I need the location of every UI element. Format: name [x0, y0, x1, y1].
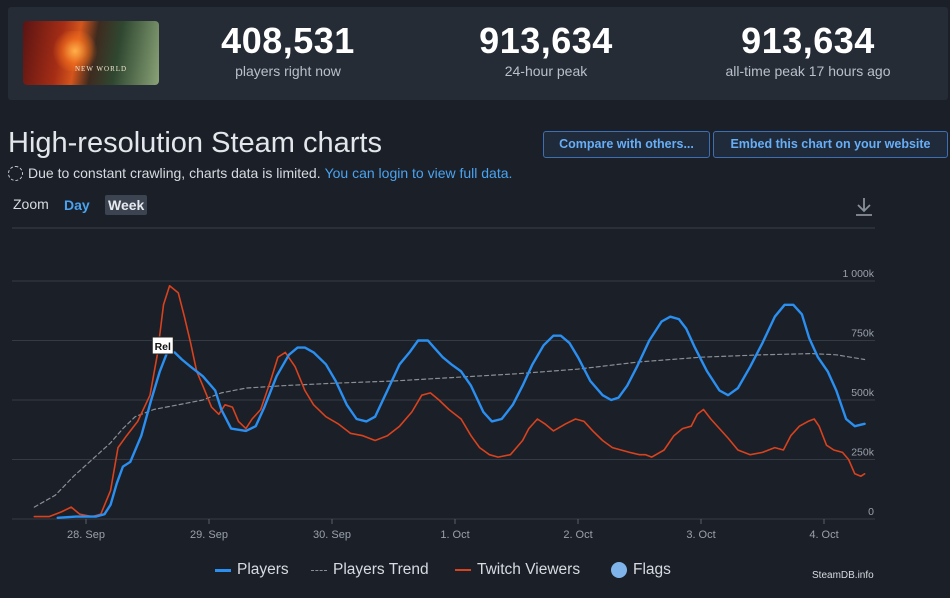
x-tick-label: 28. Sep: [67, 529, 105, 541]
zoom-week-button[interactable]: Week: [105, 195, 148, 215]
stat-label: all-time peak 17 hours ago: [725, 63, 891, 79]
legend-line-icon: [455, 569, 471, 571]
x-axis-ticks: 28. Sep 29. Sep 30. Sep 1. Oct 2. Oct 3. Oct 4…: [67, 519, 839, 541]
twitch-viewers-line: [33, 285, 866, 518]
notice-text: Due to constant crawling, charts data is…: [28, 165, 321, 181]
legend-label: Twitch Viewers: [477, 561, 581, 578]
y-tick-label: 750k: [851, 328, 875, 340]
y-tick-label: 250k: [851, 447, 875, 459]
stat-all-time-peak: 913,634 all-time peak 17 hours ago: [708, 20, 908, 80]
y-tick-label: 0: [868, 506, 874, 518]
legend-twitch-viewers[interactable]: Twitch Viewers: [455, 561, 580, 579]
stat-value: 408,531: [221, 20, 355, 61]
stats-bar: NEW WORLD 408,531 players right now 913,…: [8, 7, 948, 100]
players-trend-line: [33, 353, 866, 508]
legend-label: Players: [237, 561, 289, 578]
legend-label: Players Trend: [333, 561, 429, 578]
stat-players-now: 408,531 players right now: [198, 20, 378, 80]
stat-value: 913,634: [741, 20, 875, 61]
flag-dot-icon: [611, 562, 627, 578]
chart-series: [33, 285, 866, 519]
stat-24h-peak: 913,634 24-hour peak: [456, 20, 636, 80]
embed-chart-button[interactable]: Embed this chart on your website: [713, 131, 948, 158]
game-thumbnail[interactable]: NEW WORLD: [23, 21, 159, 85]
stat-label: 24-hour peak: [504, 63, 588, 79]
x-tick-label: 3. Oct: [686, 529, 715, 541]
x-tick-label: 1. Oct: [440, 529, 469, 541]
download-icon[interactable]: [852, 195, 876, 219]
zoom-label: Zoom: [13, 196, 49, 212]
x-tick-label: 4. Oct: [809, 529, 838, 541]
loading-circle-icon: [8, 165, 23, 181]
legend-players[interactable]: Players: [215, 561, 289, 579]
flag-label: Rel: [155, 341, 171, 353]
game-logo: NEW WORLD: [75, 65, 128, 73]
x-tick-label: 29. Sep: [190, 529, 228, 541]
stat-label: players right now: [235, 63, 341, 79]
chart-flags: Rel: [151, 336, 174, 355]
stat-value: 913,634: [479, 20, 613, 61]
compare-button[interactable]: Compare with others...: [543, 131, 710, 158]
y-tick-label: 500k: [851, 387, 875, 399]
legend-line-icon: [215, 568, 231, 572]
x-tick-label: 30. Sep: [313, 529, 351, 541]
data-limit-notice: Due to constant crawling, charts data is…: [8, 165, 512, 181]
login-link[interactable]: You can login to view full data.: [324, 165, 513, 181]
legend-dashed-line-icon: [311, 569, 327, 571]
legend-flags[interactable]: Flags: [611, 561, 671, 579]
steamdb-credit[interactable]: SteamDB.info: [812, 570, 874, 581]
page-title: High-resolution Steam charts: [8, 127, 382, 159]
flag-marker: [151, 336, 174, 355]
y-tick-label: 1 000k: [842, 268, 874, 280]
legend-label: Flags: [633, 561, 671, 578]
legend-players-trend[interactable]: Players Trend: [311, 561, 429, 579]
players-line: [56, 303, 866, 519]
zoom-day-button[interactable]: Day: [64, 197, 90, 213]
y-axis-ticks: 0 250k 500k 750k 1 000k: [842, 268, 874, 518]
x-tick-label: 2. Oct: [563, 529, 592, 541]
